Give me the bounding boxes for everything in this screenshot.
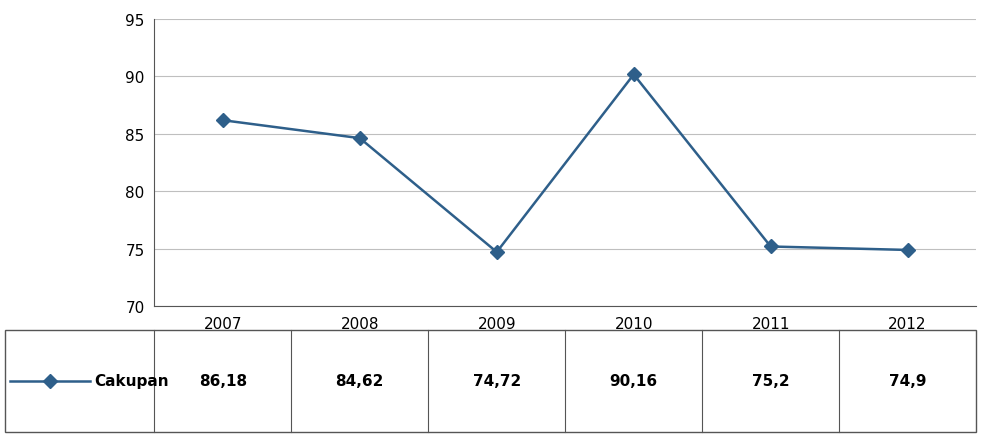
Text: 75,2: 75,2 [752, 374, 790, 389]
Text: Cakupan: Cakupan [95, 374, 169, 389]
Text: 74,9: 74,9 [888, 374, 926, 389]
Text: 90,16: 90,16 [610, 374, 657, 389]
Text: 86,18: 86,18 [199, 374, 247, 389]
Text: 74,72: 74,72 [473, 374, 521, 389]
Text: 84,62: 84,62 [336, 374, 384, 389]
